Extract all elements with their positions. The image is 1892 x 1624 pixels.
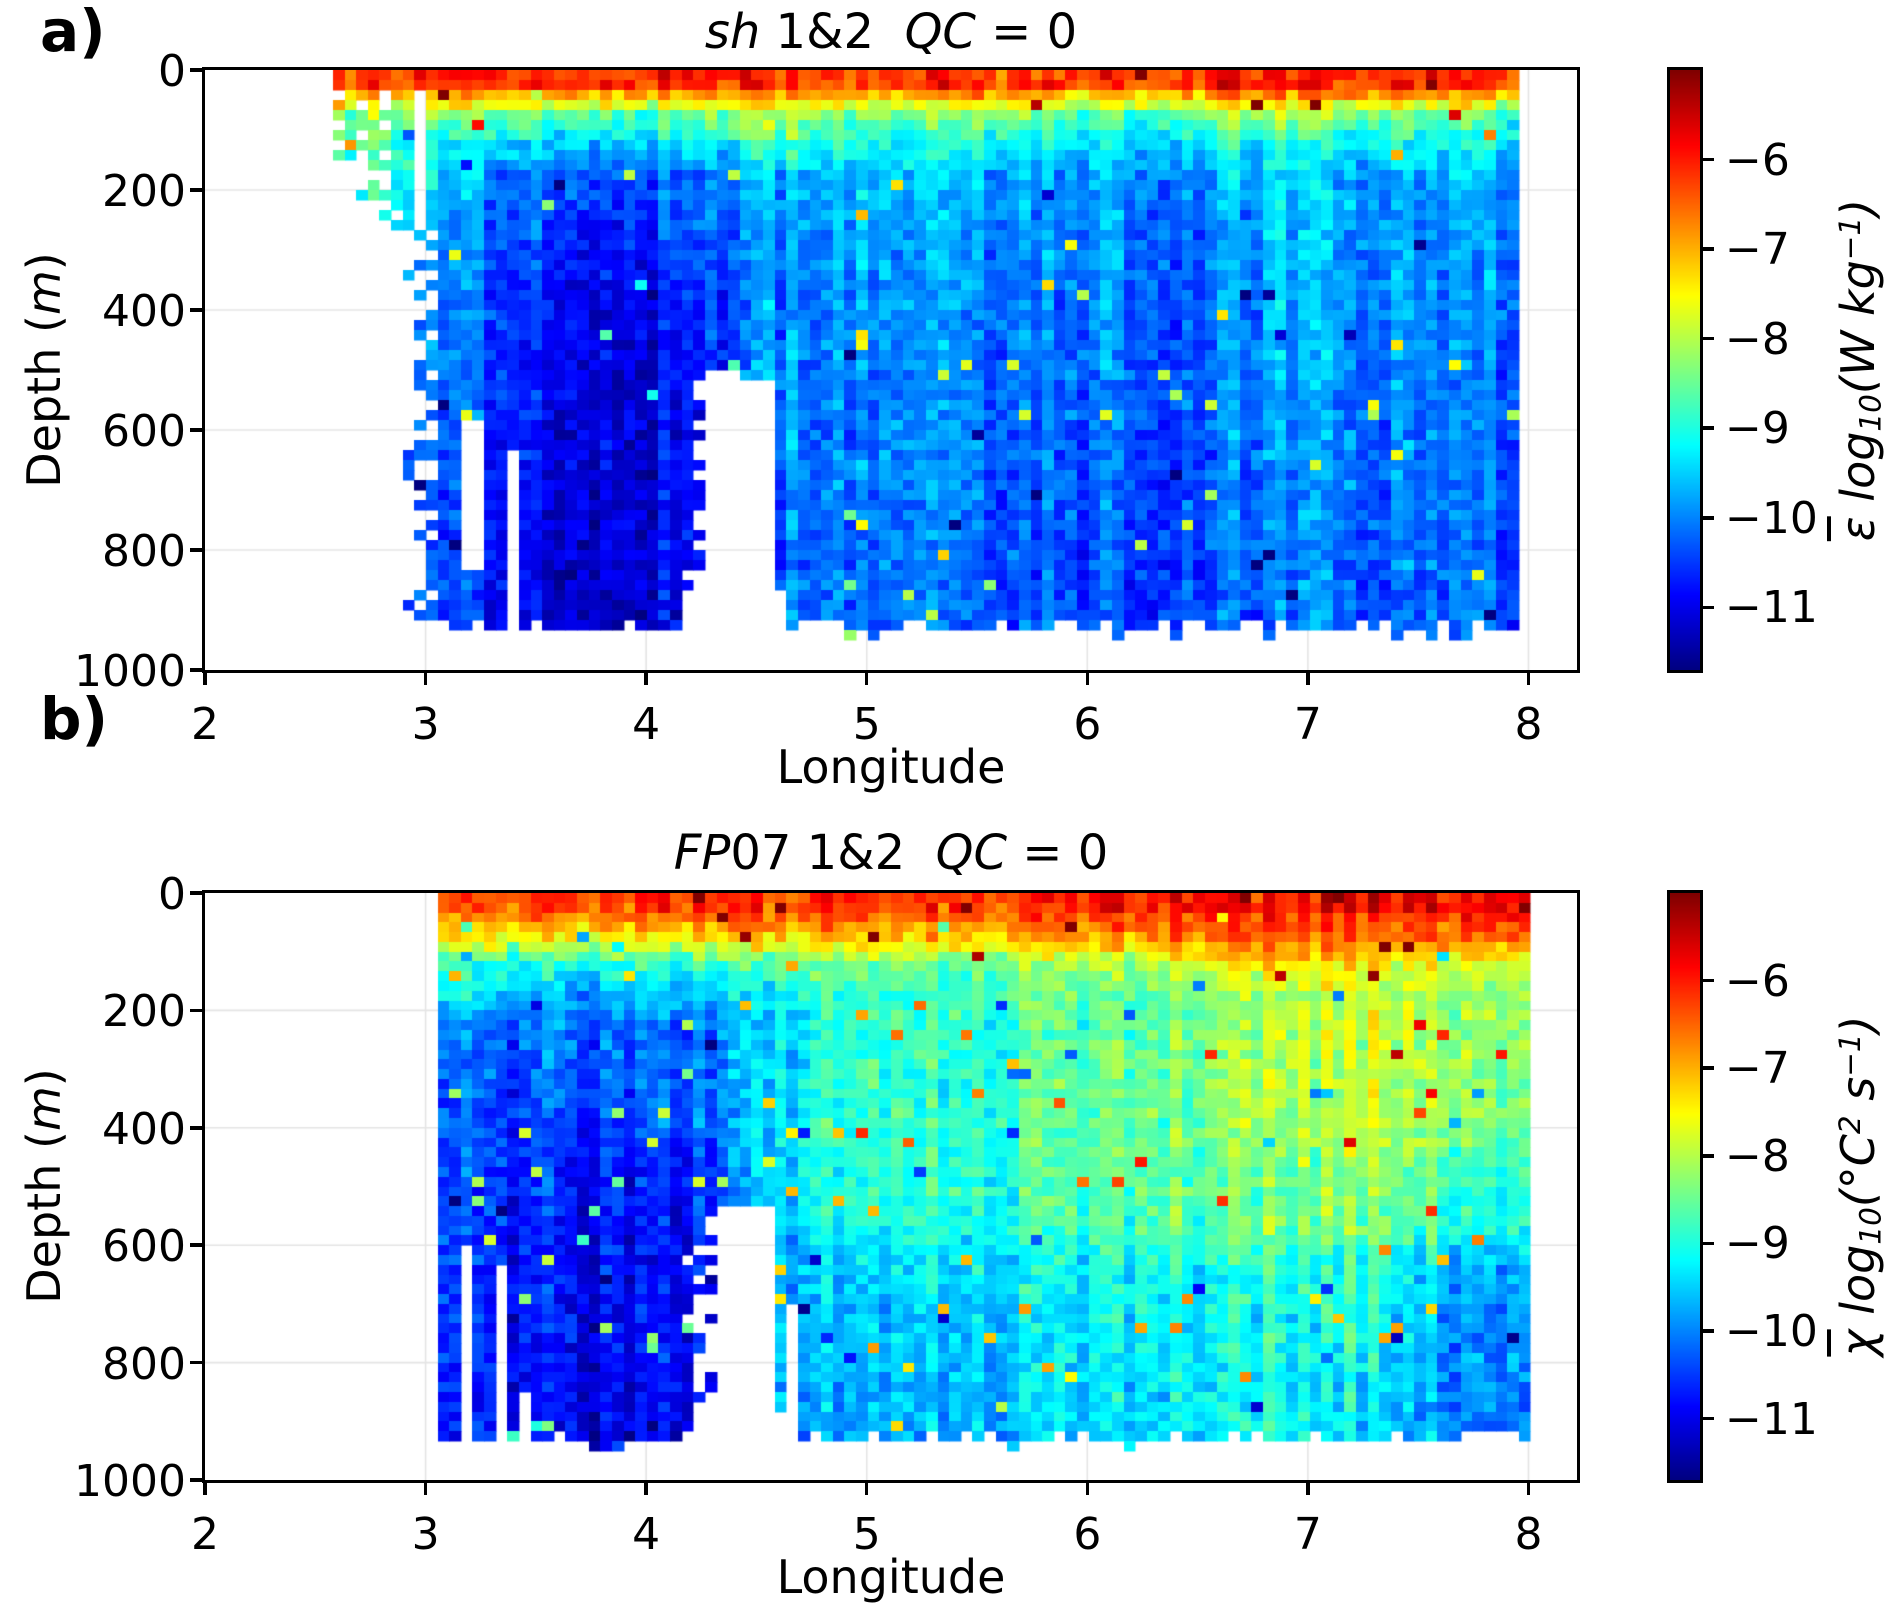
y-tick-mark [190, 1008, 202, 1013]
colorbar-tick-mark [1703, 978, 1714, 983]
y-tick-mark [190, 68, 202, 72]
x-tick-mark [203, 673, 207, 685]
x-tick-mark [203, 1483, 207, 1495]
y-tick-mark [190, 308, 202, 312]
colorbar-tick-label: −6 [1725, 955, 1790, 1007]
x-tick-label: 2 [191, 1509, 219, 1560]
x-tick-label: 5 [852, 1509, 881, 1560]
y-tick-label: 800 [102, 1338, 186, 1390]
panel-a-letter: a) [40, 0, 106, 65]
x-tick-mark [423, 1483, 428, 1495]
y-tick-label: 1000 [74, 646, 186, 697]
panel-a-plot-area [202, 67, 1580, 673]
panel-b-heatmap-canvas [205, 893, 1577, 1480]
colorbar-tick-mark [1703, 1241, 1714, 1246]
y-tick-label: 600 [102, 406, 186, 457]
x-tick-mark [644, 1483, 648, 1495]
x-tick-mark [864, 673, 869, 685]
colorbar-tick-label: −10 [1725, 492, 1818, 544]
colorbar-tick-label: −9 [1725, 1218, 1790, 1270]
x-tick-label: 8 [1514, 699, 1543, 750]
x-tick-mark [1306, 673, 1310, 685]
panel-b-xlabel: Longitude [776, 1550, 1006, 1604]
colorbar-tick-label: −8 [1725, 313, 1790, 365]
x-tick-mark [1526, 673, 1531, 685]
y-tick-label: 400 [102, 1103, 186, 1155]
colorbar-tick-mark [1703, 516, 1714, 520]
colorbar-tick-mark [1703, 247, 1714, 251]
panel-a-colorbar-canvas [1670, 70, 1700, 670]
x-tick-mark [1085, 1483, 1090, 1495]
y-tick-label: 0 [158, 869, 186, 920]
colorbar-tick-mark [1703, 1066, 1714, 1070]
y-tick-label: 800 [102, 526, 186, 577]
panel-b-ylabel: Depth (m) [17, 1068, 71, 1304]
colorbar-tick-label: −7 [1725, 224, 1790, 276]
x-tick-label: 6 [1073, 699, 1102, 750]
panel-a-heatmap-canvas [205, 70, 1577, 670]
x-tick-mark [1306, 1483, 1310, 1495]
panel-a-ylabel: Depth (m) [17, 252, 71, 488]
y-tick-mark [190, 428, 202, 432]
x-tick-label: 8 [1514, 1509, 1543, 1560]
y-tick-mark [190, 1126, 202, 1130]
x-tick-label: 6 [1073, 1509, 1102, 1560]
panel-b-letter: b) [40, 685, 109, 753]
x-tick-mark [1526, 1483, 1531, 1495]
colorbar-tick-mark [1703, 1416, 1714, 1421]
y-tick-mark [190, 1243, 202, 1247]
colorbar-tick-mark [1703, 336, 1714, 341]
colorbar-tick-label: −10 [1725, 1306, 1818, 1358]
y-tick-mark [190, 1360, 202, 1365]
y-tick-label: 200 [102, 166, 186, 217]
colorbar-tick-mark [1703, 426, 1714, 430]
y-tick-label: 400 [102, 286, 186, 337]
panel-a-colorbar [1667, 67, 1703, 673]
y-tick-mark [190, 1478, 202, 1482]
x-tick-label: 3 [411, 1509, 440, 1560]
x-tick-mark [1085, 673, 1090, 685]
x-tick-label: 7 [1293, 699, 1322, 750]
x-tick-label: 5 [852, 699, 881, 750]
colorbar-tick-label: −9 [1725, 403, 1790, 455]
y-tick-mark [190, 188, 202, 192]
x-tick-label: 3 [411, 699, 440, 750]
colorbar-tick-label: −8 [1725, 1130, 1790, 1182]
y-tick-mark [190, 891, 202, 895]
x-tick-label: 2 [191, 699, 219, 750]
y-tick-label: 600 [102, 1221, 186, 1273]
x-tick-label: 4 [632, 1509, 661, 1560]
x-tick-label: 4 [632, 699, 661, 750]
panel-b-plot-area [202, 890, 1580, 1483]
colorbar-tick-mark [1703, 157, 1714, 162]
panel-a-title: sh 1&2 QC = 0 [704, 4, 1078, 60]
x-tick-mark [864, 1483, 869, 1495]
colorbar-tick-mark [1703, 1154, 1714, 1158]
panel-b-title: FP07 1&2 QC = 0 [673, 825, 1109, 881]
panel-b-colorbar [1667, 890, 1703, 1483]
colorbar-tick-label: −6 [1725, 134, 1790, 186]
x-tick-label: 7 [1293, 1509, 1322, 1560]
y-tick-mark [190, 548, 202, 552]
y-tick-label: 200 [102, 986, 186, 1038]
panel-a-xlabel: Longitude [776, 740, 1006, 794]
y-tick-label: 0 [158, 46, 186, 97]
x-tick-mark [423, 673, 428, 685]
colorbar-tick-mark [1703, 605, 1714, 610]
y-tick-label: 1000 [74, 1456, 186, 1507]
colorbar-tick-label: −11 [1725, 1393, 1818, 1445]
colorbar-tick-label: −7 [1725, 1043, 1790, 1095]
x-tick-mark [644, 673, 648, 685]
panel-b-colorbar-canvas [1670, 893, 1700, 1480]
colorbar-tick-mark [1703, 1329, 1714, 1333]
colorbar-tick-label: −11 [1725, 582, 1818, 634]
y-tick-mark [190, 668, 202, 672]
